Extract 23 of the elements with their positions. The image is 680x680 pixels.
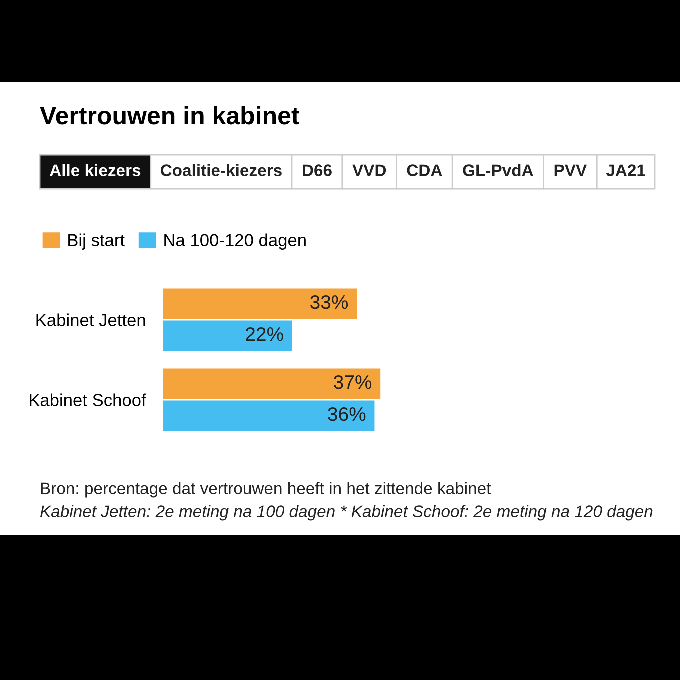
- text: VVD: [352, 164, 386, 176]
- y-tick-label: Kabinet Schoof: [30, 394, 146, 406]
- text: D66: [303, 164, 332, 176]
- chart-title: Vertrouwen in kabinet: [40, 106, 300, 125]
- text: JA21: [606, 164, 646, 176]
- data-label: 22%: [246, 327, 284, 342]
- data-label: 37%: [334, 375, 372, 390]
- bar: [163, 288, 358, 320]
- text: GL-PvdA: [463, 164, 534, 176]
- legend-label: Bij start: [68, 234, 125, 250]
- text: Coalitie-kiezers: [160, 164, 282, 176]
- legend-label: Na 100-120 dagen: [164, 234, 306, 250]
- data-label: 33%: [310, 295, 348, 310]
- bar: [163, 368, 381, 400]
- text: Bron: percentage dat vertrouwen heeft in het zittende kabinet: [41, 482, 492, 498]
- bar: [163, 400, 375, 432]
- data-label: 36%: [328, 407, 366, 422]
- y-tick-label: Kabinet Jetten: [36, 314, 146, 326]
- text: PVV: [554, 164, 587, 176]
- text: Alle kiezers: [50, 164, 141, 176]
- bar: [163, 320, 292, 352]
- text: CDA: [407, 164, 442, 176]
- text: Kabinet Jetten: 2e meting na 100 dagen * Kabinet Schoof: 2e meting na 120 dagen: [40, 505, 653, 521]
